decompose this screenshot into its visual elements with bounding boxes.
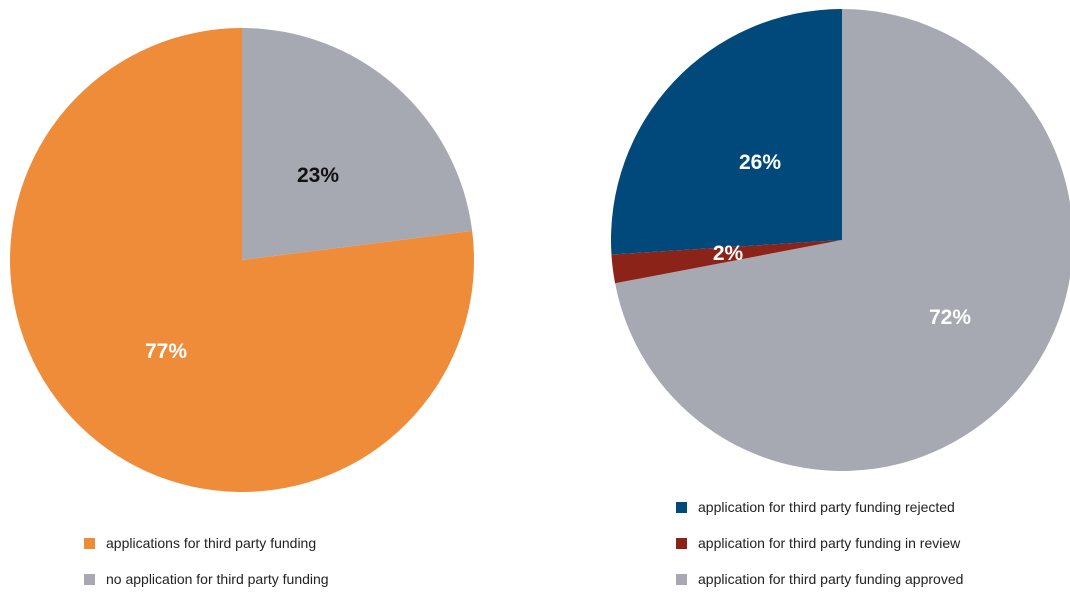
legend-swatch-in-review [676,537,687,549]
pie-slice-applications-for-third-party-funding [9,28,474,493]
pie-slice-label-application-for-third-party-funding-in-review: 2% [713,242,744,265]
legend-swatch-approved [676,573,687,585]
legend-label-approved: application for third party funding appr… [698,571,964,587]
pie-slice-label-no-application-for-third-party-funding: 23% [297,164,339,187]
legend-item-in-review: application for third party funding in r… [676,534,963,552]
pie-slice-label-application-for-third-party-funding-rejected: 26% [739,151,781,174]
pie-slice-application-for-third-party-funding-approved [615,9,1070,471]
pie-slice-label-applications-for-third-party-funding: 77% [145,340,187,363]
legend-item-rejected: application for third party funding reje… [676,498,963,516]
legend-swatch-applications [84,537,95,549]
legend-item-no-application: no application for third party funding [84,570,329,588]
legend-label-in-review: application for third party funding in r… [698,535,961,551]
legend-label-applications: applications for third party funding [106,535,317,551]
legend-label-rejected: application for third party funding reje… [698,499,955,515]
legend-right: application for third party funding reje… [676,498,963,606]
pie-chart-application-outcomes: 72% 2% 26% [611,9,1070,471]
pie-slice-application-for-third-party-funding-rejected [611,9,842,255]
legend-left: applications for third party funding no … [84,534,329,606]
legend-swatch-no-application [84,573,95,585]
legend-item-approved: application for third party funding appr… [676,570,963,588]
pie-slice-label-application-for-third-party-funding-approved: 72% [929,306,971,329]
legend-label-no-application: no application for third party funding [106,571,329,587]
legend-swatch-rejected [676,501,687,513]
legend-item-applications: applications for third party funding [84,534,329,552]
pie-slice-no-application-for-third-party-funding [242,28,473,260]
pie-slice-application-for-third-party-funding-in-review [611,240,842,284]
pie-chart-third-party-funding-applications: 23% 77% [9,28,474,493]
